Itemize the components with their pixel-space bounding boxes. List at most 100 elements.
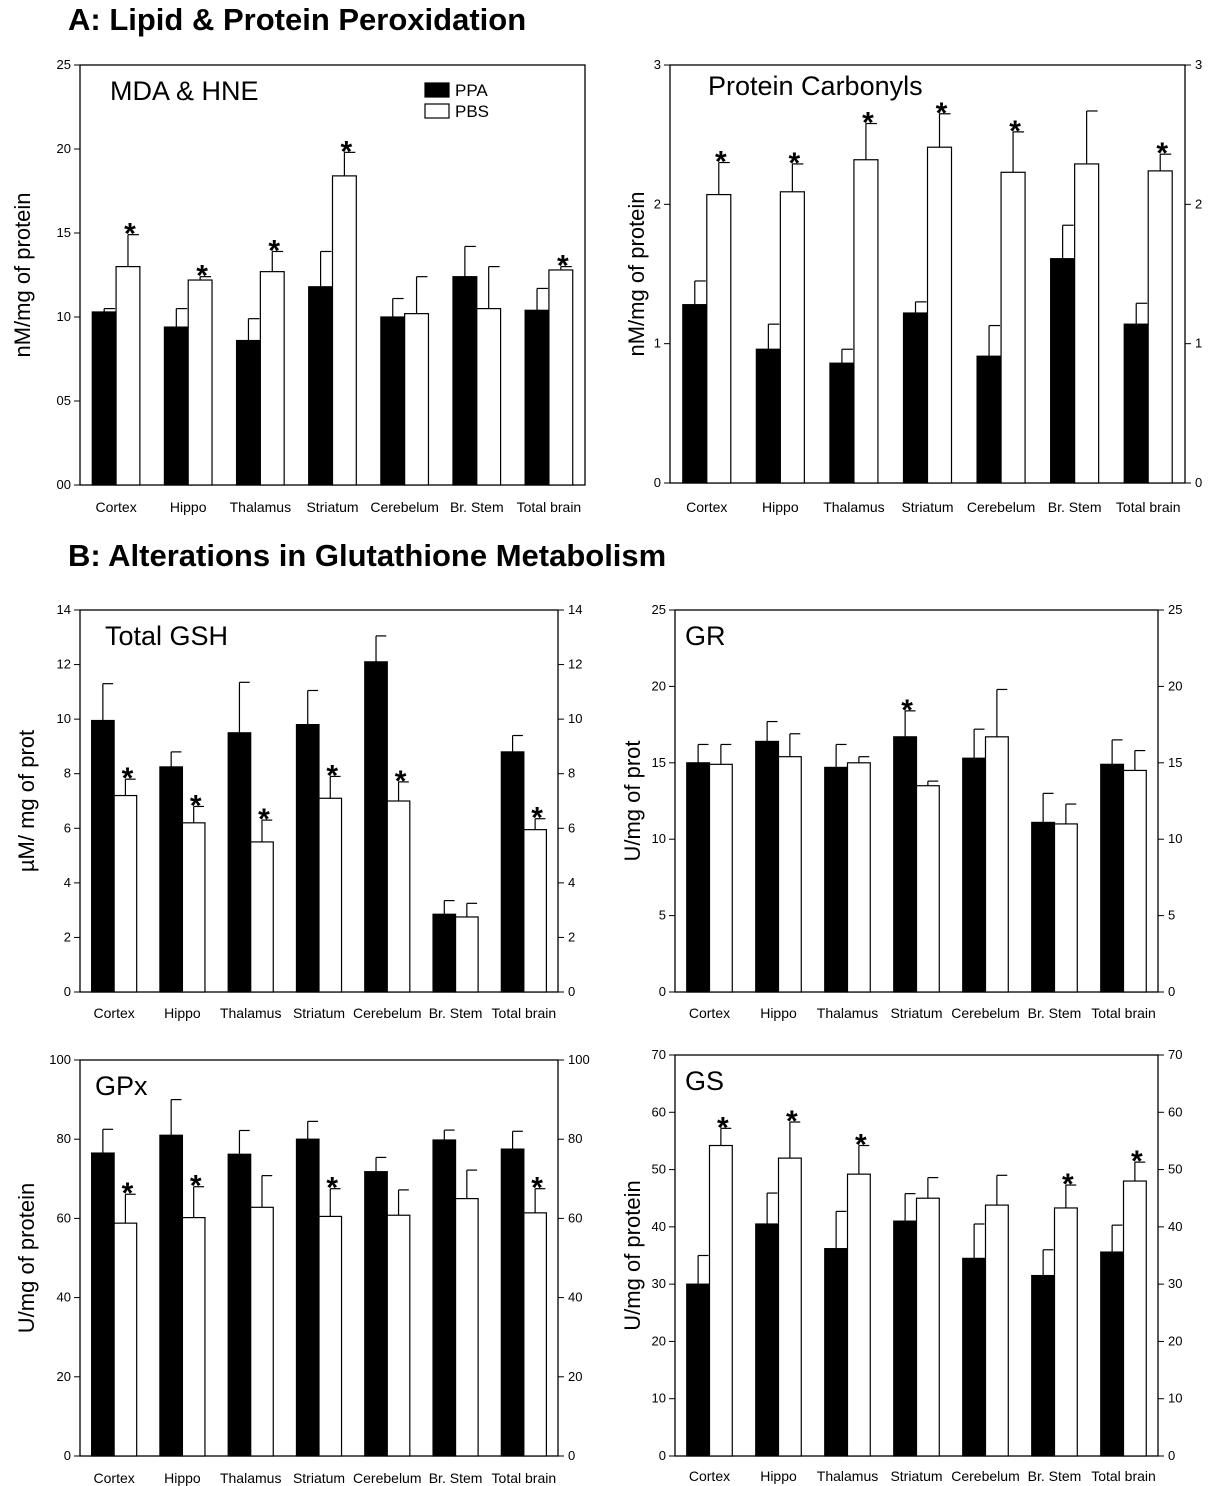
significance-asterisk: * xyxy=(190,789,202,822)
category-label: Cerebelum xyxy=(967,499,1035,515)
significance-asterisk: * xyxy=(1156,137,1168,170)
significance-asterisk: * xyxy=(862,107,874,140)
y-tick-label-right: 3 xyxy=(1195,57,1202,72)
y-tick-label: 60 xyxy=(57,1210,71,1225)
significance-asterisk: * xyxy=(855,1129,867,1162)
bar-pbs xyxy=(404,313,430,486)
category-label: Total brain xyxy=(1091,1468,1156,1484)
y-tick-label-right: 10 xyxy=(1168,831,1182,846)
bar-pbs xyxy=(1053,823,1078,993)
y-tick-label: 0 xyxy=(654,475,661,490)
bar-pbs xyxy=(853,159,879,484)
bar-ppa xyxy=(755,1223,780,1457)
chart-title: MDA & HNE xyxy=(110,76,259,106)
bar-ppa xyxy=(364,1171,388,1457)
bar-pbs xyxy=(777,1157,802,1457)
y-tick-label: 4 xyxy=(64,875,71,890)
category-label: Striatum xyxy=(293,1005,345,1021)
y-tick-label-right: 10 xyxy=(1168,1391,1182,1406)
bar-pbs xyxy=(846,762,871,993)
bar-pbs xyxy=(115,266,141,486)
y-tick-label-right: 15 xyxy=(1168,755,1182,770)
y-tick-label-right: 2 xyxy=(568,929,575,944)
significance-asterisk: * xyxy=(531,802,543,835)
category-label: Thalamus xyxy=(817,1005,878,1021)
y-tick-label-right: 0 xyxy=(568,1448,575,1463)
category-label: Hippo xyxy=(170,499,207,515)
y-axis-label: U/mg of prot xyxy=(620,740,645,861)
y-tick-label: 100 xyxy=(49,1052,71,1067)
category-label: Cerebelum xyxy=(951,1005,1019,1021)
bar-pbs xyxy=(181,822,206,993)
chart-total-gsh: 0 0 2 2 4 4 6 6 8 8 10 10 12 12 14 14 µM/ mg of prot Tota… xyxy=(14,602,582,1021)
y-tick-label-right: 20 xyxy=(568,1369,582,1384)
significance-asterisk: * xyxy=(190,1170,202,1203)
significance-asterisk: * xyxy=(1009,115,1021,148)
legend-swatch-pbs xyxy=(424,103,450,119)
bar-ppa xyxy=(159,766,184,993)
category-label: Hippo xyxy=(164,1005,201,1021)
category-label: Striatum xyxy=(890,1005,942,1021)
category-label: Cortex xyxy=(94,1005,135,1021)
bar-pbs xyxy=(779,191,805,484)
y-tick-label: 10 xyxy=(57,309,71,324)
bar-ppa xyxy=(962,757,987,993)
category-label: Cerebelum xyxy=(951,1468,1019,1484)
bar-pbs xyxy=(1074,163,1100,484)
bar-ppa xyxy=(1031,1274,1056,1457)
y-tick-label: 25 xyxy=(652,602,666,617)
bar-pbs xyxy=(318,1215,343,1457)
category-label: Striatum xyxy=(306,499,358,515)
y-tick-label: 00 xyxy=(57,477,71,492)
category-label: Striatum xyxy=(293,1470,345,1486)
bar-pbs xyxy=(915,1197,940,1457)
bar-ppa xyxy=(824,1248,849,1457)
y-tick-label: 05 xyxy=(57,393,71,408)
y-tick-label-right: 0 xyxy=(1168,984,1175,999)
y-tick-label-right: 0 xyxy=(1195,475,1202,490)
y-tick-label: 10 xyxy=(57,711,71,726)
significance-asterisk: * xyxy=(122,1177,134,1210)
category-label: Striatum xyxy=(890,1468,942,1484)
y-tick-label-right: 12 xyxy=(568,657,582,672)
significance-asterisk: * xyxy=(557,250,569,283)
category-label: Cortex xyxy=(94,1470,135,1486)
bar-pbs xyxy=(476,308,502,486)
y-tick-label: 70 xyxy=(652,1047,666,1062)
category-label: Total brain xyxy=(492,1470,557,1486)
y-tick-label: 30 xyxy=(652,1276,666,1291)
bar-pbs xyxy=(386,1214,411,1457)
chart-title: Protein Carbonyls xyxy=(708,71,923,101)
significance-asterisk: * xyxy=(1062,1168,1074,1201)
y-tick-label-right: 14 xyxy=(568,602,582,617)
category-label: Cortex xyxy=(95,499,136,515)
bar-ppa xyxy=(1031,821,1056,993)
category-label: Cortex xyxy=(689,1468,730,1484)
category-label: Br. Stem xyxy=(450,499,504,515)
significance-asterisk: * xyxy=(196,260,208,293)
chart-title: GR xyxy=(685,621,726,651)
bar-pbs xyxy=(259,271,285,486)
chart-title: GS xyxy=(685,1066,724,1096)
y-tick-label: 0 xyxy=(659,1448,666,1463)
bar-ppa xyxy=(1100,763,1125,993)
legend-swatch-ppa xyxy=(424,82,450,98)
bar-ppa xyxy=(824,766,849,993)
chart-title: Total GSH xyxy=(105,621,228,651)
significance-asterisk: * xyxy=(124,218,136,251)
significance-asterisk: * xyxy=(531,1172,543,1205)
bar-ppa xyxy=(976,355,1002,484)
bar-ppa xyxy=(91,719,115,993)
bar-pbs xyxy=(984,736,1009,993)
category-label: Hippo xyxy=(760,1005,797,1021)
bar-pbs xyxy=(846,1173,871,1457)
significance-asterisk: * xyxy=(268,234,280,267)
section-b-title: B: Alterations in Glutathione Metabolism xyxy=(68,538,667,573)
significance-asterisk: * xyxy=(326,1172,338,1205)
bar-ppa xyxy=(432,913,457,993)
bar-pbs xyxy=(708,1144,733,1457)
category-label: Br. Stem xyxy=(1028,1005,1082,1021)
y-tick-label: 10 xyxy=(652,1391,666,1406)
y-tick-label-right: 0 xyxy=(568,984,575,999)
bar-ppa xyxy=(295,1138,320,1457)
